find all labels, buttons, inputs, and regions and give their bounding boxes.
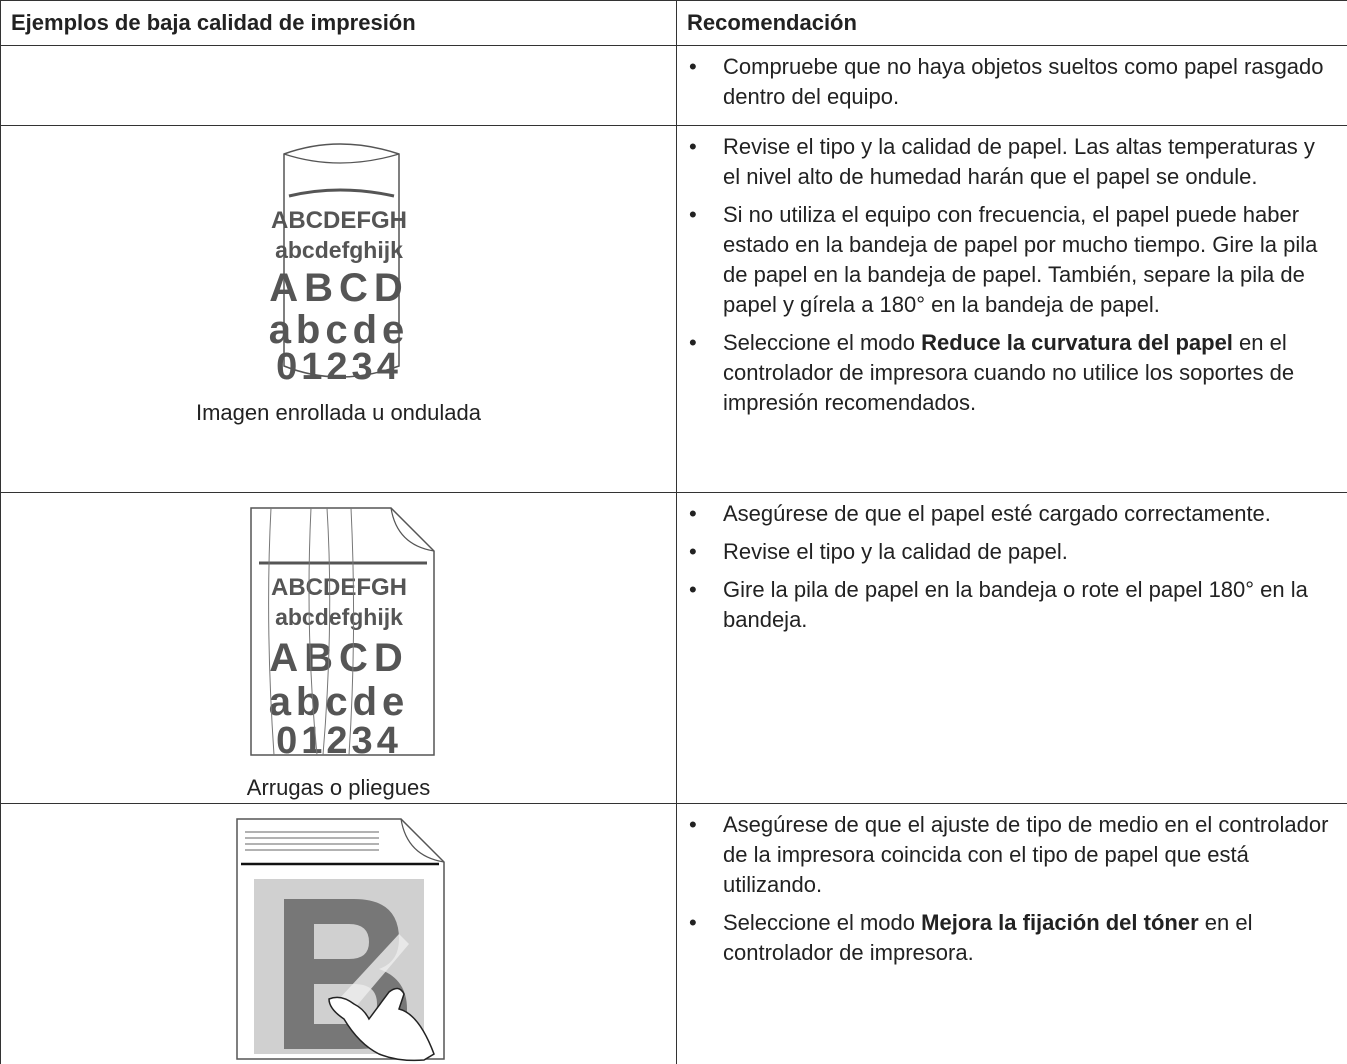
table-body: Compruebe que no haya objetos sueltos co… <box>0 45 1347 1064</box>
header-row: Ejemplos de baja calidad de impresión Re… <box>0 0 1347 46</box>
recommendation: Revise el tipo y la calidad de papel. La… <box>685 132 1337 192</box>
illustration-text: ABCDEFGH <box>271 207 407 234</box>
table-row: Compruebe que no haya objetos sueltos co… <box>0 45 1347 126</box>
recommendation-list: Revise el tipo y la calidad de papel. La… <box>685 132 1337 418</box>
example-cell: ABCDEFGH abcdefghijk ABCD abcde 01234 Ar… <box>0 492 677 804</box>
header-cell: Ejemplos de baja calidad de impresión <box>0 0 677 46</box>
recommendation-list: Asegúrese de que el ajuste de tipo de me… <box>685 810 1337 968</box>
example-cell: Fijación deficiente <box>0 803 677 1064</box>
poor-fixing-illustration <box>235 818 445 1062</box>
illustration-text: abcdefghijk <box>275 604 403 630</box>
recommendation: Asegúrese de que el ajuste de tipo de me… <box>685 810 1337 900</box>
mode-name: Mejora la fijación del tóner <box>921 910 1199 935</box>
illustration-text: abcdefghijk <box>275 237 403 263</box>
example-cell: ABCDEFGH abcdefghijk ABCD abcde 01234 Im… <box>0 125 677 493</box>
recommendation: Si no utiliza el equipo con frecuencia, … <box>685 200 1337 320</box>
recommendation: Seleccione el modo Mejora la fijación de… <box>685 908 1337 968</box>
example-caption: Arrugas o pliegues <box>246 775 431 800</box>
recommendation-cell: Compruebe que no haya objetos sueltos co… <box>676 45 1347 126</box>
recommendation: Revise el tipo y la calidad de papel. <box>685 537 1337 567</box>
recommendation: Compruebe que no haya objetos sueltos co… <box>685 52 1337 112</box>
illustration-text: abcde <box>268 680 409 724</box>
mode-name: Reduce la curvatura del papel <box>921 330 1233 355</box>
recommendation-cell: Asegúrese de que el ajuste de tipo de me… <box>676 803 1347 1064</box>
example-cell <box>0 45 677 126</box>
illustration-text: ABCDEFGH <box>271 574 407 601</box>
recommendation-list: Asegúrese de que el papel esté cargado c… <box>685 499 1337 635</box>
recommendation: Gire la pila de papel en la bandeja o ro… <box>685 575 1337 635</box>
table-row: ABCDEFGH abcdefghijk ABCD abcde 01234 Ar… <box>0 492 1347 804</box>
curled-paper-illustration: ABCDEFGH abcdefghijk ABCD abcde 01234 <box>268 143 409 388</box>
recommendation-text: Seleccione el modo <box>723 330 916 355</box>
illustration-text: 01234 <box>276 720 402 761</box>
example-caption: Imagen enrollada u ondulada <box>195 400 481 425</box>
table-row: Fijación deficienteAsegúrese de que el a… <box>0 803 1347 1064</box>
recommendation-text: en el controlador de impresora. <box>723 910 1253 965</box>
recommendation-list: Compruebe que no haya objetos sueltos co… <box>685 52 1337 112</box>
recommendation-cell: Asegúrese de que el papel esté cargado c… <box>676 492 1347 804</box>
header-cell: Recomendación <box>676 0 1347 46</box>
wrinkled-paper-illustration: ABCDEFGH abcdefghijk ABCD abcde 01234 <box>249 507 435 762</box>
illustration-text: ABCD <box>269 266 409 310</box>
table-row: ABCDEFGH abcdefghijk ABCD abcde 01234 Im… <box>0 125 1347 493</box>
illustration: ABCDEFGH abcdefghijk ABCD abcde 01234 <box>1 126 676 394</box>
recommendation-text: Seleccione el modo <box>723 910 916 935</box>
recommendation: Asegúrese de que el papel esté cargado c… <box>685 499 1337 529</box>
illustration <box>1 804 676 1064</box>
illustration-text: abcde <box>268 308 409 352</box>
illustration-text: 01234 <box>276 346 402 386</box>
illustration-text: ABCD <box>269 636 409 680</box>
illustration: ABCDEFGH abcdefghijk ABCD abcde 01234 <box>1 493 676 769</box>
recommendation-cell: Revise el tipo y la calidad de papel. La… <box>676 125 1347 493</box>
recommendation: Seleccione el modo Reduce la curvatura d… <box>685 328 1337 418</box>
recommendation-text: en el controlador de impresora cuando no… <box>723 330 1295 415</box>
